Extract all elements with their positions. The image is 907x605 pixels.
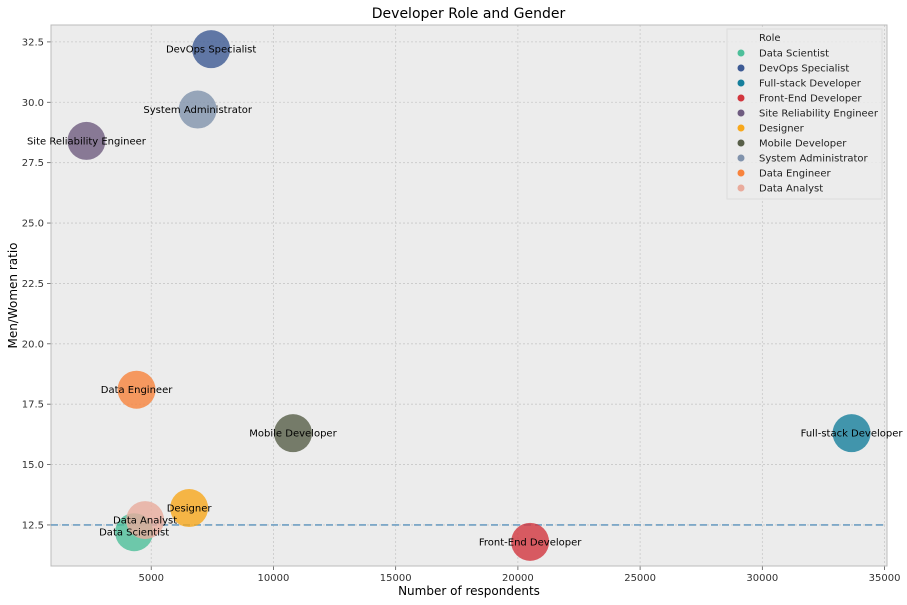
x-tick-label: 25000: [624, 573, 656, 584]
legend-entry-label: System Administrator: [759, 154, 869, 165]
data-point: [274, 414, 312, 453]
legend-entry-label: Data Scientist: [759, 49, 829, 60]
legend-entry-label: Site Reliability Engineer: [759, 109, 879, 120]
legend-marker: [737, 109, 745, 117]
point-labels: Data Scientist DevOps Specialist Full-stac…: [27, 45, 903, 549]
y-tick-label: 15.0: [22, 460, 44, 471]
data-point-label: Designer: [167, 504, 213, 515]
data-point-label: DevOps Specialist: [166, 45, 256, 56]
data-point: [832, 414, 871, 453]
x-tick-label: 5000: [138, 573, 163, 584]
legend-marker: [737, 169, 745, 177]
x-tick-label: 15000: [380, 573, 412, 584]
y-tick-label: 27.5: [22, 158, 44, 169]
data-point: [126, 501, 165, 540]
legend: Role Data Scientist DevOps Specialist Full…: [726, 28, 883, 200]
data-point: [170, 489, 209, 528]
data-point-label: System Administrator: [143, 105, 253, 116]
data-point: [192, 30, 231, 69]
data-point: [67, 121, 106, 160]
legend-marker: [737, 94, 745, 102]
legend-marker: [737, 154, 745, 162]
chart-title: Developer Role and Gender: [372, 6, 566, 22]
x-tick-label: 30000: [746, 573, 778, 584]
y-tick-label: 17.5: [22, 400, 44, 411]
data-point-label: Front-End Developer: [479, 537, 582, 548]
y-tick-label: 25.0: [22, 219, 44, 230]
legend-entry-label: Data Engineer: [759, 169, 831, 180]
x-tick-label: 10000: [258, 573, 290, 584]
legend-box: [726, 28, 883, 200]
data-point: [117, 370, 156, 409]
y-tick-label: 22.5: [22, 279, 44, 290]
data-point-label: Mobile Developer: [249, 429, 337, 440]
legend-entry-label: Full-stack Developer: [759, 79, 862, 90]
y-tick-label: 32.5: [22, 37, 44, 48]
data-point-label: Data Analyst: [113, 516, 177, 527]
legend-entry-label: Data Analyst: [759, 184, 823, 195]
legend-entry-label: Mobile Developer: [759, 139, 847, 150]
y-tick-label: 30.0: [22, 98, 44, 109]
legend-title: Role: [759, 33, 781, 44]
legend-marker: [737, 64, 745, 72]
data-point-label: Data Scientist: [99, 528, 169, 539]
data-point: [511, 522, 550, 561]
legend-entry-label: Designer: [759, 124, 805, 135]
x-axis-title: Number of respondents: [398, 584, 540, 598]
y-axis-title: Men/Women ratio: [6, 242, 20, 348]
legend-entry-label: Front-End Developer: [759, 94, 862, 105]
legend-marker: [737, 184, 745, 192]
axes: 5000 10000 15000 20000 25000 30000 35000 12.5 15…: [22, 24, 901, 584]
data-point-label: Full-stack Developer: [801, 429, 904, 440]
x-tick-label: 20000: [502, 573, 534, 584]
legend-marker: [737, 139, 745, 147]
data-point-label: Site Reliability Engineer: [27, 136, 147, 147]
points: [67, 30, 871, 561]
legend-marker: [737, 124, 745, 132]
legend-marker: [737, 79, 745, 87]
data-point: [178, 90, 217, 129]
y-tick-label: 12.5: [22, 520, 44, 531]
legend-marker: [737, 49, 745, 57]
y-tick-label: 20.0: [22, 339, 44, 350]
plot-frame: [50, 24, 888, 567]
data-point-label: Data Engineer: [101, 385, 173, 396]
legend-entry-label: DevOps Specialist: [759, 64, 849, 75]
x-tick-label: 35000: [869, 573, 901, 584]
